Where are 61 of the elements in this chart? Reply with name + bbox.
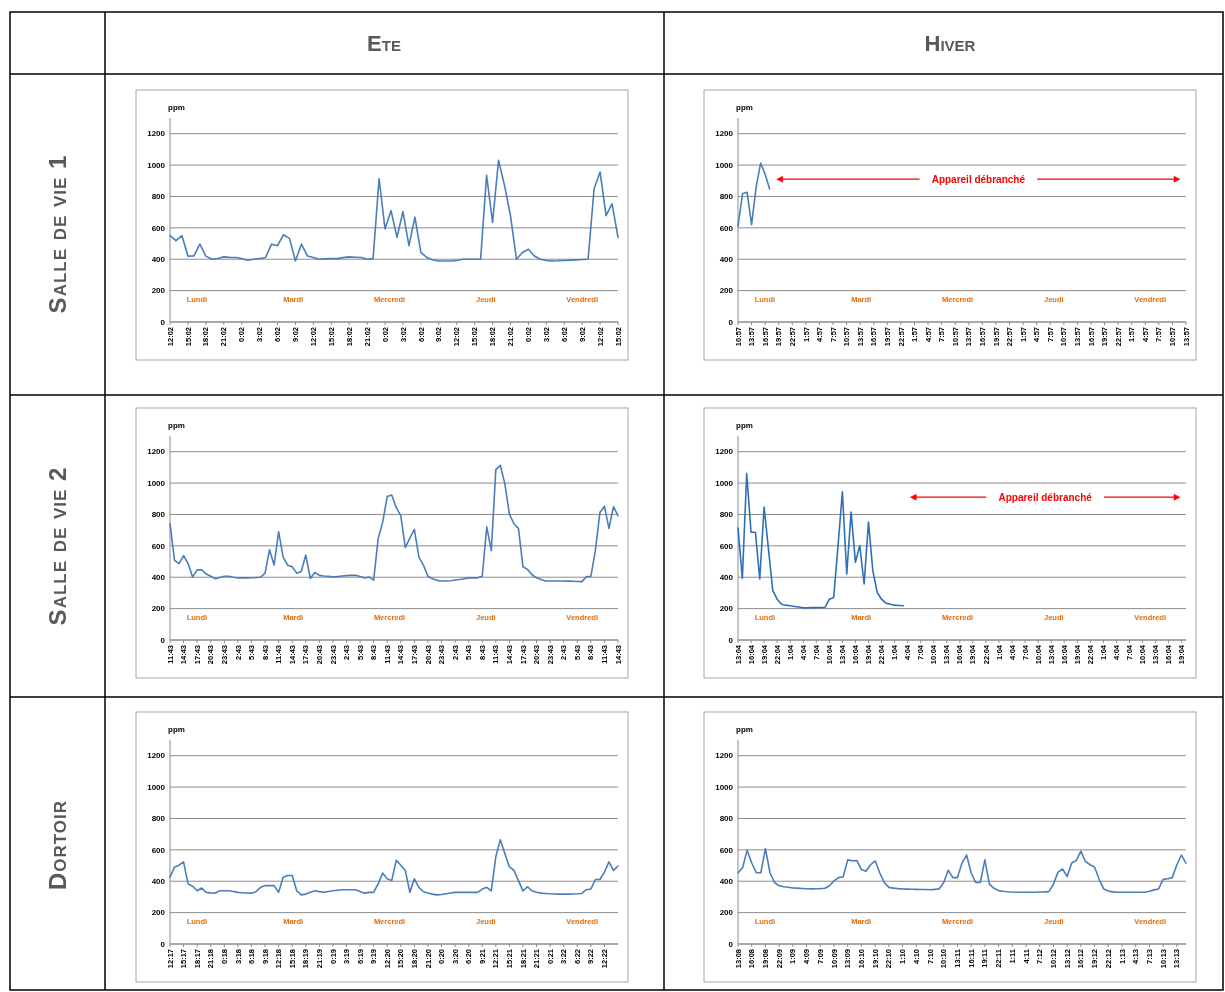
y-tick-label: 800: [719, 192, 734, 202]
line-series: [169, 839, 619, 896]
line-series: [737, 472, 905, 609]
y-tick-label: 400: [719, 255, 734, 265]
y-tick-label: 600: [719, 845, 734, 855]
y-axis-title: ppm: [168, 725, 185, 734]
y-tick-label: 200: [719, 908, 734, 918]
y-tick-label: 1200: [147, 129, 166, 139]
y-tick-label: 800: [151, 814, 166, 824]
line-series: [169, 159, 619, 262]
line-series: [737, 847, 1187, 894]
y-tick-label: 1200: [715, 447, 734, 457]
y-tick-label: 800: [151, 510, 166, 520]
y-tick-label: 0: [728, 635, 734, 645]
y-tick-label: 1000: [147, 478, 166, 488]
y-tick-label: 800: [719, 510, 734, 520]
text: Salle de vie 1: [44, 154, 71, 314]
y-axis-title: ppm: [736, 725, 753, 734]
y-tick-label: 200: [151, 908, 166, 918]
y-axis-title: ppm: [168, 103, 185, 112]
y-tick-label: 0: [728, 317, 734, 327]
y-tick-label: 0: [160, 939, 166, 949]
y-axis-title: ppm: [168, 421, 185, 430]
y-tick-label: 1000: [715, 160, 734, 170]
y-tick-label: 200: [151, 286, 166, 296]
y-tick-label: 0: [728, 939, 734, 949]
y-tick-label: 800: [719, 814, 734, 824]
y-tick-label: 200: [151, 604, 166, 614]
y-tick-label: 1000: [715, 478, 734, 488]
y-tick-label: 200: [719, 286, 734, 296]
y-tick-label: 0: [160, 317, 166, 327]
y-axis-title: ppm: [736, 421, 753, 430]
y-axis-title: ppm: [736, 103, 753, 112]
y-tick-label: 1000: [147, 160, 166, 170]
y-tick-label: 400: [719, 573, 734, 583]
line-series: [169, 464, 619, 583]
y-tick-label: 0: [160, 635, 166, 645]
line-series: [737, 162, 771, 228]
y-tick-label: 1000: [147, 782, 166, 792]
y-tick-label: 200: [719, 604, 734, 614]
y-tick-label: 1200: [715, 129, 734, 139]
y-tick-label: 600: [151, 541, 166, 551]
y-tick-label: 600: [719, 541, 734, 551]
y-tick-label: 400: [151, 255, 166, 265]
y-tick-label: 600: [151, 223, 166, 233]
y-tick-label: 1200: [147, 751, 166, 761]
annotation: Appareil débranché: [931, 173, 1026, 185]
y-tick-label: 400: [151, 877, 166, 887]
annotation: Appareil débranché: [998, 491, 1093, 503]
text: Dortoir: [44, 799, 71, 891]
y-tick-label: 400: [719, 877, 734, 887]
y-tick-label: 1000: [715, 782, 734, 792]
y-tick-label: 600: [719, 223, 734, 233]
y-tick-label: 800: [151, 192, 166, 202]
text: Ete: [367, 31, 401, 56]
text: Salle de vie 2: [44, 466, 71, 626]
y-tick-label: 1200: [715, 751, 734, 761]
y-tick-label: 600: [151, 845, 166, 855]
y-tick-label: 1200: [147, 447, 166, 457]
text: Hiver: [924, 31, 976, 56]
y-tick-label: 400: [151, 573, 166, 583]
